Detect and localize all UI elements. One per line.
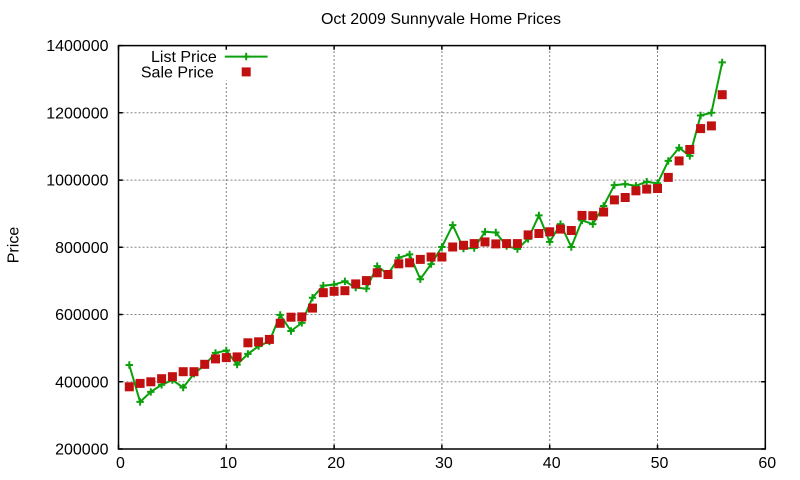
svg-text:1200000: 1200000: [46, 105, 108, 122]
svg-text:200000: 200000: [55, 442, 108, 459]
svg-text:1000000: 1000000: [46, 173, 108, 190]
svg-text:Price: Price: [6, 227, 23, 264]
svg-text:20: 20: [327, 455, 345, 472]
svg-text:50: 50: [651, 455, 669, 472]
svg-text:1400000: 1400000: [46, 38, 108, 55]
svg-text:30: 30: [435, 455, 453, 472]
svg-text:400000: 400000: [55, 374, 108, 391]
svg-text:10: 10: [219, 455, 237, 472]
svg-text:600000: 600000: [55, 307, 108, 324]
svg-text:800000: 800000: [55, 240, 108, 257]
svg-text:0: 0: [116, 455, 125, 472]
svg-text:60: 60: [758, 455, 776, 472]
svg-text:Sale Price: Sale Price: [141, 64, 214, 81]
svg-text:40: 40: [543, 455, 561, 472]
svg-text:Oct 2009 Sunnyvale Home Prices: Oct 2009 Sunnyvale Home Prices: [321, 11, 561, 28]
svg-text:List Price: List Price: [151, 49, 217, 66]
